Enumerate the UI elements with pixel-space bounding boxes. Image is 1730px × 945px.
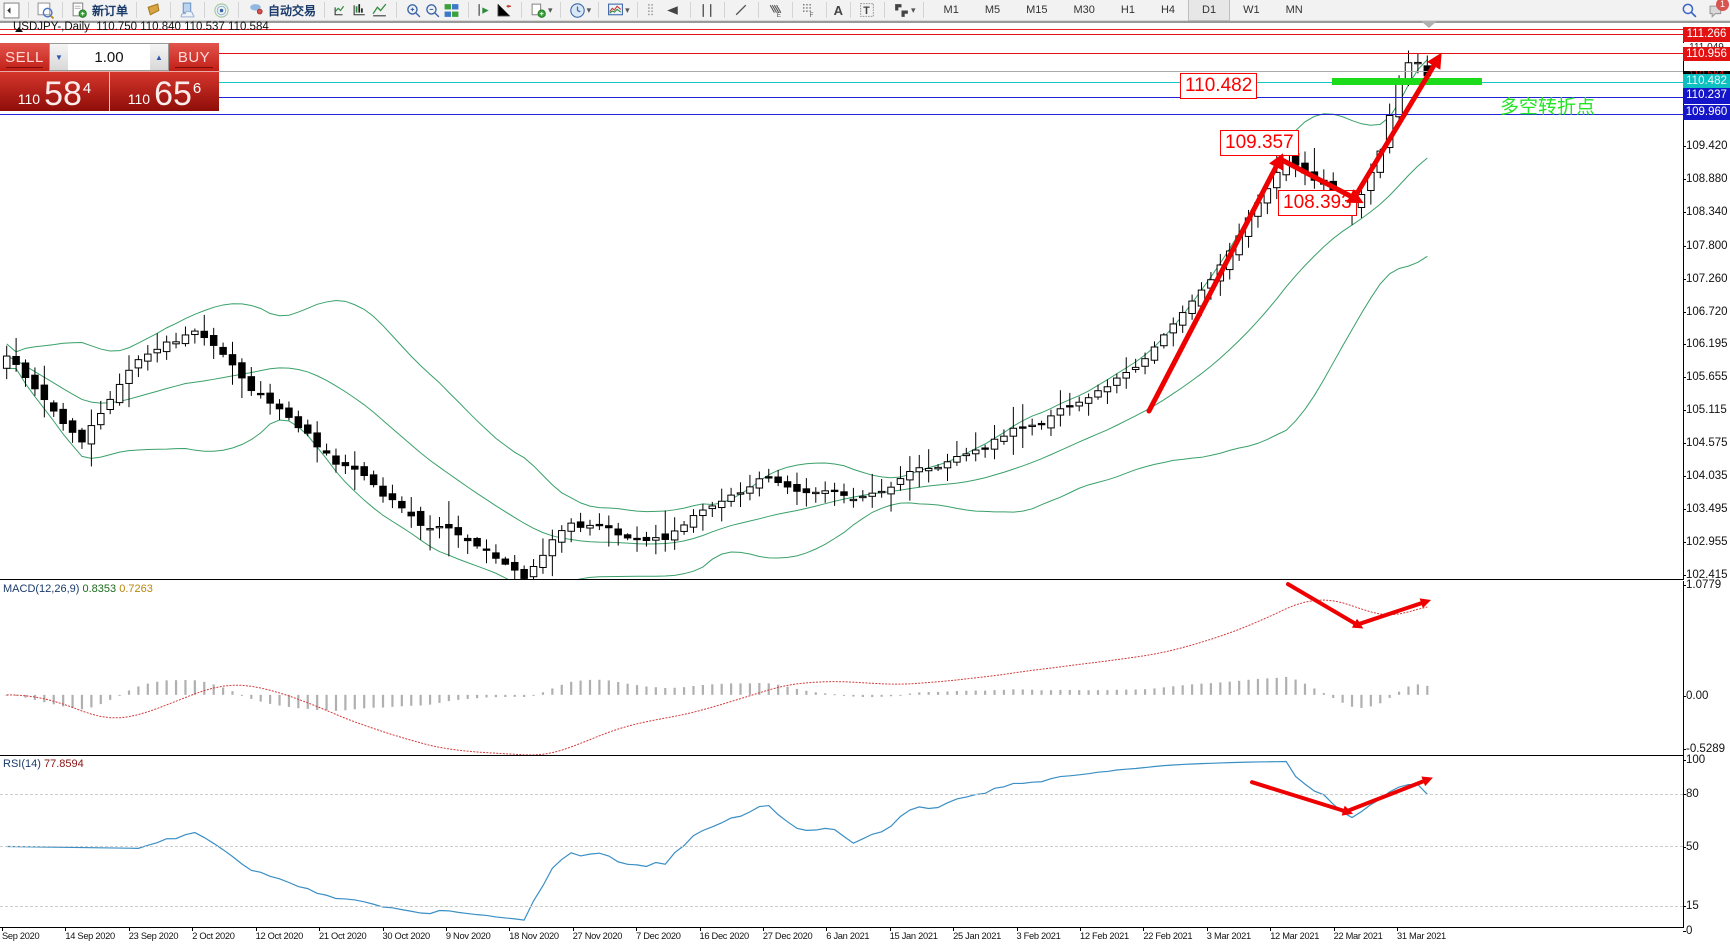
svg-text:E: E bbox=[776, 11, 780, 18]
svg-text:F: F bbox=[809, 11, 813, 18]
svg-text:T: T bbox=[863, 5, 870, 17]
